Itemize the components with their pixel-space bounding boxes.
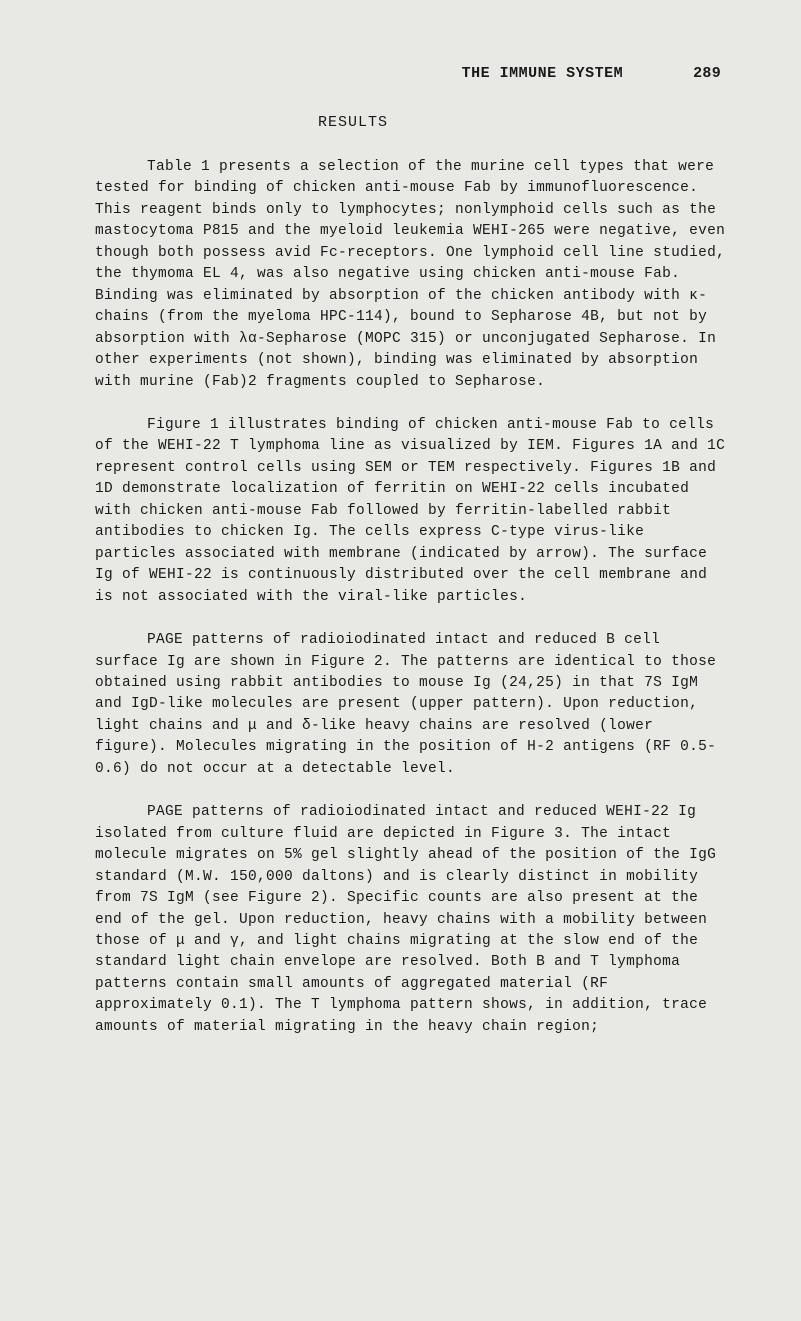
header-title: THE IMMUNE SYSTEM (462, 65, 624, 82)
section-heading: RESULTS (0, 114, 731, 131)
paragraph-4: PAGE patterns of radioiodinated intact a… (95, 802, 731, 1038)
paragraph-1: Table 1 presents a selection of the muri… (95, 157, 731, 393)
page-number: 289 (693, 65, 721, 82)
page-header: THE IMMUNE SYSTEM 289 (95, 65, 731, 82)
paragraph-2: Figure 1 illustrates binding of chicken … (95, 415, 731, 608)
paragraph-3: PAGE patterns of radioiodinated intact a… (95, 630, 731, 780)
